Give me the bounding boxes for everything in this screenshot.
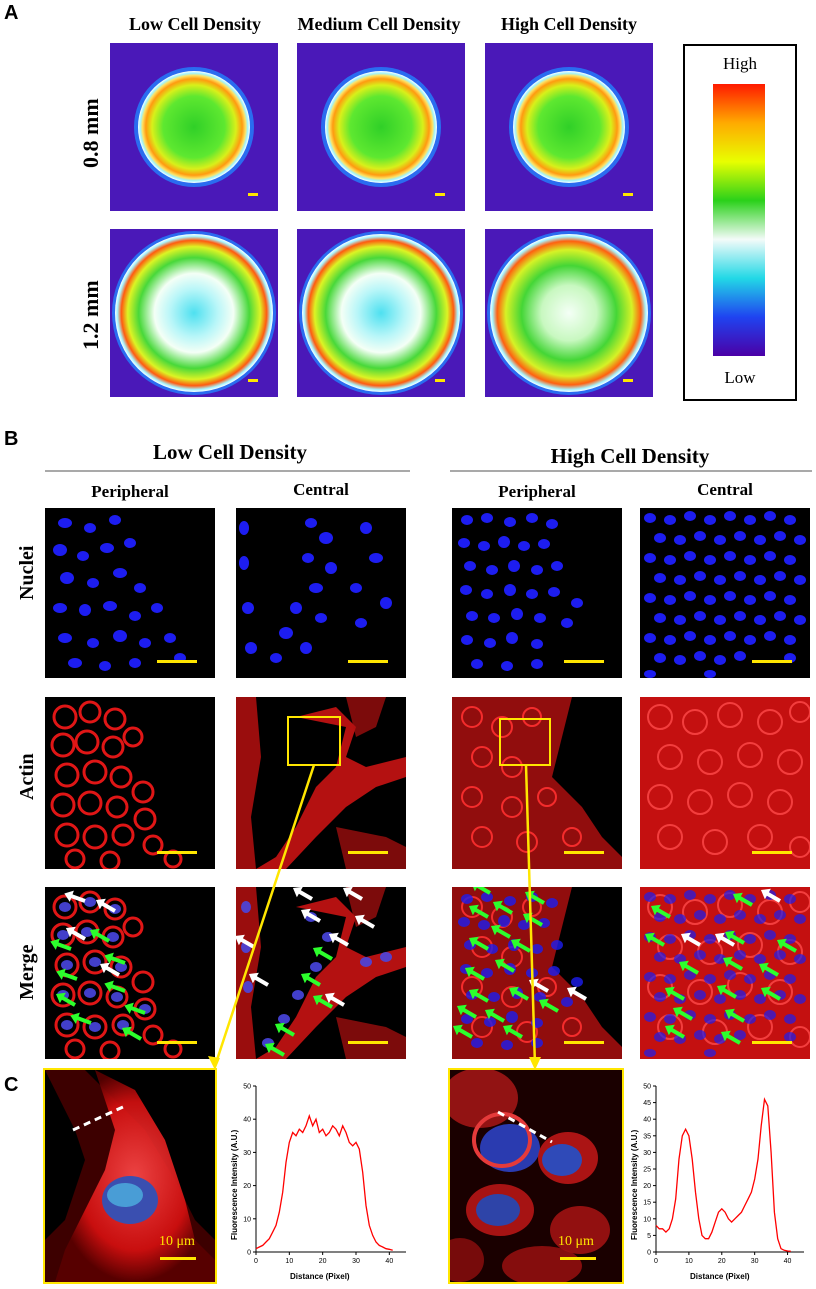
chart0-ylabel: Fluorescence Intensity (A.U.) <box>230 1129 239 1240</box>
chart0-ytick-label: 50 <box>243 1084 251 1091</box>
chart0-intensity-line <box>255 1113 393 1251</box>
merge-image-high-peripheral <box>452 887 622 1059</box>
actin-image-low-peripheral <box>45 697 215 869</box>
intensity-chart-high-density: 0 5 10 15 20 25 30 35 40 45 50 0 10 20 30 40 Fluorescen… <box>628 1072 816 1284</box>
chart0-xlabel: Distance (Pixel) <box>290 1272 350 1281</box>
colorbar-gradient <box>713 84 765 356</box>
chart0-ytick-label: 30 <box>243 1150 251 1157</box>
chart0-xtick-label: 20 <box>319 1258 327 1265</box>
chart0-ytick-label: 40 <box>243 1117 251 1124</box>
zoom-image-low-density: 10 μm <box>43 1068 217 1284</box>
chart1-xtick-label: 0 <box>654 1258 658 1265</box>
group-divider-high <box>450 470 812 472</box>
chart0-ytick-label: 0 <box>247 1250 251 1257</box>
merge-image-low-peripheral <box>45 887 215 1059</box>
colorbar-high-label: High <box>723 54 757 73</box>
nuclei-image-low-peripheral <box>45 508 215 678</box>
chart0-xtick-label: 10 <box>285 1258 293 1265</box>
subcol-peripheral-low: Peripheral <box>91 482 169 501</box>
chart1-ytick-label: 20 <box>643 1183 651 1190</box>
chart0-xtick-label: 40 <box>385 1258 393 1265</box>
chart1-ytick-label: 10 <box>643 1216 651 1223</box>
chart1-xtick-label: 40 <box>784 1258 792 1265</box>
actin-image-high-peripheral <box>452 697 622 869</box>
chart1-xtick-label: 10 <box>685 1258 693 1265</box>
chart0-ytick-label: 20 <box>243 1183 251 1190</box>
chart1-ytick-label: 25 <box>643 1167 651 1174</box>
chart1-ytick-label: 0 <box>647 1250 651 1257</box>
chart1-ytick-label: 15 <box>643 1200 651 1207</box>
nuclei-image-low-central <box>236 508 406 678</box>
actin-image-high-central <box>640 697 810 869</box>
colorbar-low-label: Low <box>724 368 756 387</box>
chart1-ytick-label: 40 <box>643 1117 651 1124</box>
col-header-low-density: Low Cell Density <box>129 14 261 34</box>
actin-image-low-central <box>236 697 406 869</box>
group-header-high-density: High Cell Density <box>550 444 710 468</box>
intensity-chart-low-svg: 0 10 20 30 40 50 0 10 20 30 40 <box>243 1084 406 1265</box>
intensity-chart-high-svg: 0 5 10 15 20 25 30 35 40 45 50 0 10 20 30 40 <box>643 1084 804 1265</box>
scale-label-high: 10 μm <box>558 1234 594 1249</box>
group-divider-low <box>45 470 410 472</box>
col-header-medium-density: Medium Cell Density <box>297 14 461 34</box>
chart0-ytick-label: 10 <box>243 1216 251 1223</box>
chart1-xlabel: Distance (Pixel) <box>690 1272 750 1281</box>
chart0-xtick-label: 30 <box>352 1258 360 1265</box>
chart1-ytick-label: 5 <box>647 1233 651 1240</box>
chart0-xtick-label: 0 <box>254 1258 258 1265</box>
chart1-ytick-label: 50 <box>643 1084 651 1091</box>
subcol-peripheral-high: Peripheral <box>498 482 576 501</box>
chart1-ytick-label: 45 <box>643 1100 651 1107</box>
subcol-central-low: Central <box>293 480 349 499</box>
colorbar-legend: High Low <box>683 44 797 401</box>
col-header-high-density: High Cell Density <box>500 14 637 34</box>
panel-letter-c: C <box>4 1074 19 1096</box>
chart1-ytick-label: 35 <box>643 1133 651 1140</box>
chart1-ytick-label: 30 <box>643 1150 651 1157</box>
chart1-intensity-line <box>655 1097 791 1252</box>
group-header-low-density: Low Cell Density <box>153 440 307 464</box>
chart1-xtick-label: 20 <box>718 1258 726 1265</box>
zoom-image-high-density: 10 μm <box>448 1068 624 1284</box>
chart1-ylabel: Fluorescence Intensity (A.U.) <box>630 1129 639 1240</box>
nuclei-image-high-peripheral <box>452 508 622 678</box>
nuclei-image-high-central <box>640 508 810 678</box>
panel-letter-b: B <box>4 428 19 450</box>
subcol-central-high: Central <box>697 480 753 499</box>
scale-label-low: 10 μm <box>159 1234 195 1249</box>
intensity-chart-low-density: 0 10 20 30 40 50 0 10 20 30 40 Fluorescence Intens… <box>228 1072 418 1284</box>
chart1-xtick-label: 30 <box>751 1258 759 1265</box>
merge-image-high-central <box>640 887 810 1059</box>
panel-letter-a: A <box>4 2 19 24</box>
